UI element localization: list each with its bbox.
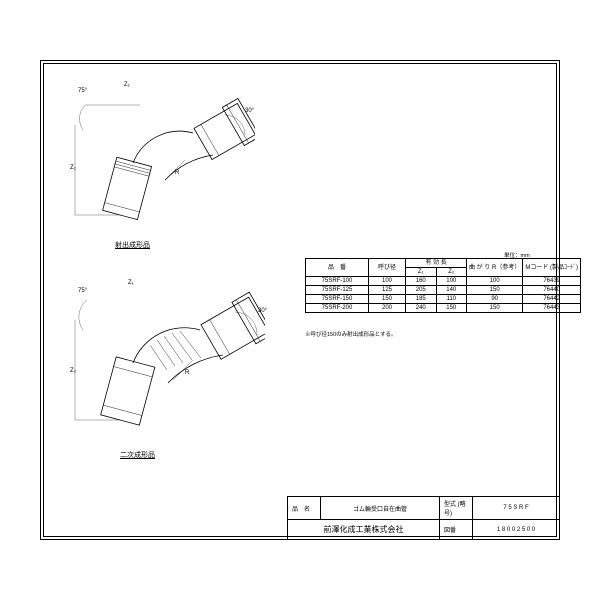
upper-caption: 射出成形品 (115, 240, 150, 250)
table-footnote: ※呼び径150のみ射出成形品とする。 (305, 330, 397, 338)
upper-angle-30: 30° (245, 108, 254, 114)
lower-angle-30: 30° (258, 308, 267, 314)
tb-drawno: 1 8 0 0 2 5 0 0 (473, 520, 560, 540)
tb-name: ゴム輪受口自在曲管 (321, 497, 440, 520)
tb-type-label: 型式 (略号) (440, 497, 473, 520)
col-z1: Z₁ (406, 268, 437, 277)
col-spec: 品 番 (306, 259, 369, 277)
col-eff: 有 効 長 (406, 259, 467, 268)
upper-angle-75: 75° (78, 88, 87, 94)
table-header-row: 品 番 呼び径 有 効 長 曲 が り R（参考） Mコード (製品ｺｰﾄﾞ) (306, 259, 581, 268)
table-row: 75SRF-150 150 185 110 90 76442 (306, 295, 581, 304)
lower-r-label: R (185, 370, 189, 376)
lower-z2-label: Z₂ (70, 368, 76, 374)
col-z2: Z₂ (436, 268, 467, 277)
col-mcode: Mコード (製品ｺｰﾄﾞ) (523, 259, 581, 277)
table-row: 75SRF-125 125 205 140 150 76440 (306, 286, 581, 295)
lower-caption: 二次成形品 (120, 450, 155, 460)
upper-z1-label: Z₁ (124, 82, 130, 88)
col-nominal: 呼び径 (369, 259, 406, 277)
tb-name-label: 品 名 (288, 497, 321, 520)
tb-type: 7 5 S R F (473, 497, 560, 520)
tb-company: 前澤化成工業株式会社 (288, 520, 440, 540)
title-block: 品 名 ゴム輪受口自在曲管 型式 (略号) 7 5 S R F 前澤化成工業株式… (287, 496, 560, 540)
upper-r-label: R (175, 170, 179, 176)
lower-z1-label: Z₁ (128, 280, 134, 286)
table-row: 75SRF-100 100 160 100 100 76439 (306, 277, 581, 286)
drawing-sheet: 75° Z₁ 30° Z₂ R 射出成形品 75° Z₁ 30° Z₂ (0, 0, 600, 600)
upper-z2-label: Z₂ (70, 165, 76, 171)
upper-elbow-drawing (65, 75, 255, 235)
tb-drawno-label: 図番 (440, 520, 473, 540)
lower-elbow-drawing (65, 270, 265, 440)
table-row: 75SRF-200 200 240 150 150 76443 (306, 304, 581, 313)
spec-table: 品 番 呼び径 有 効 長 曲 が り R（参考） Mコード (製品ｺｰﾄﾞ) … (305, 258, 581, 313)
lower-angle-75: 75° (78, 288, 87, 294)
col-bend: 曲 が り R（参考） (467, 259, 523, 277)
